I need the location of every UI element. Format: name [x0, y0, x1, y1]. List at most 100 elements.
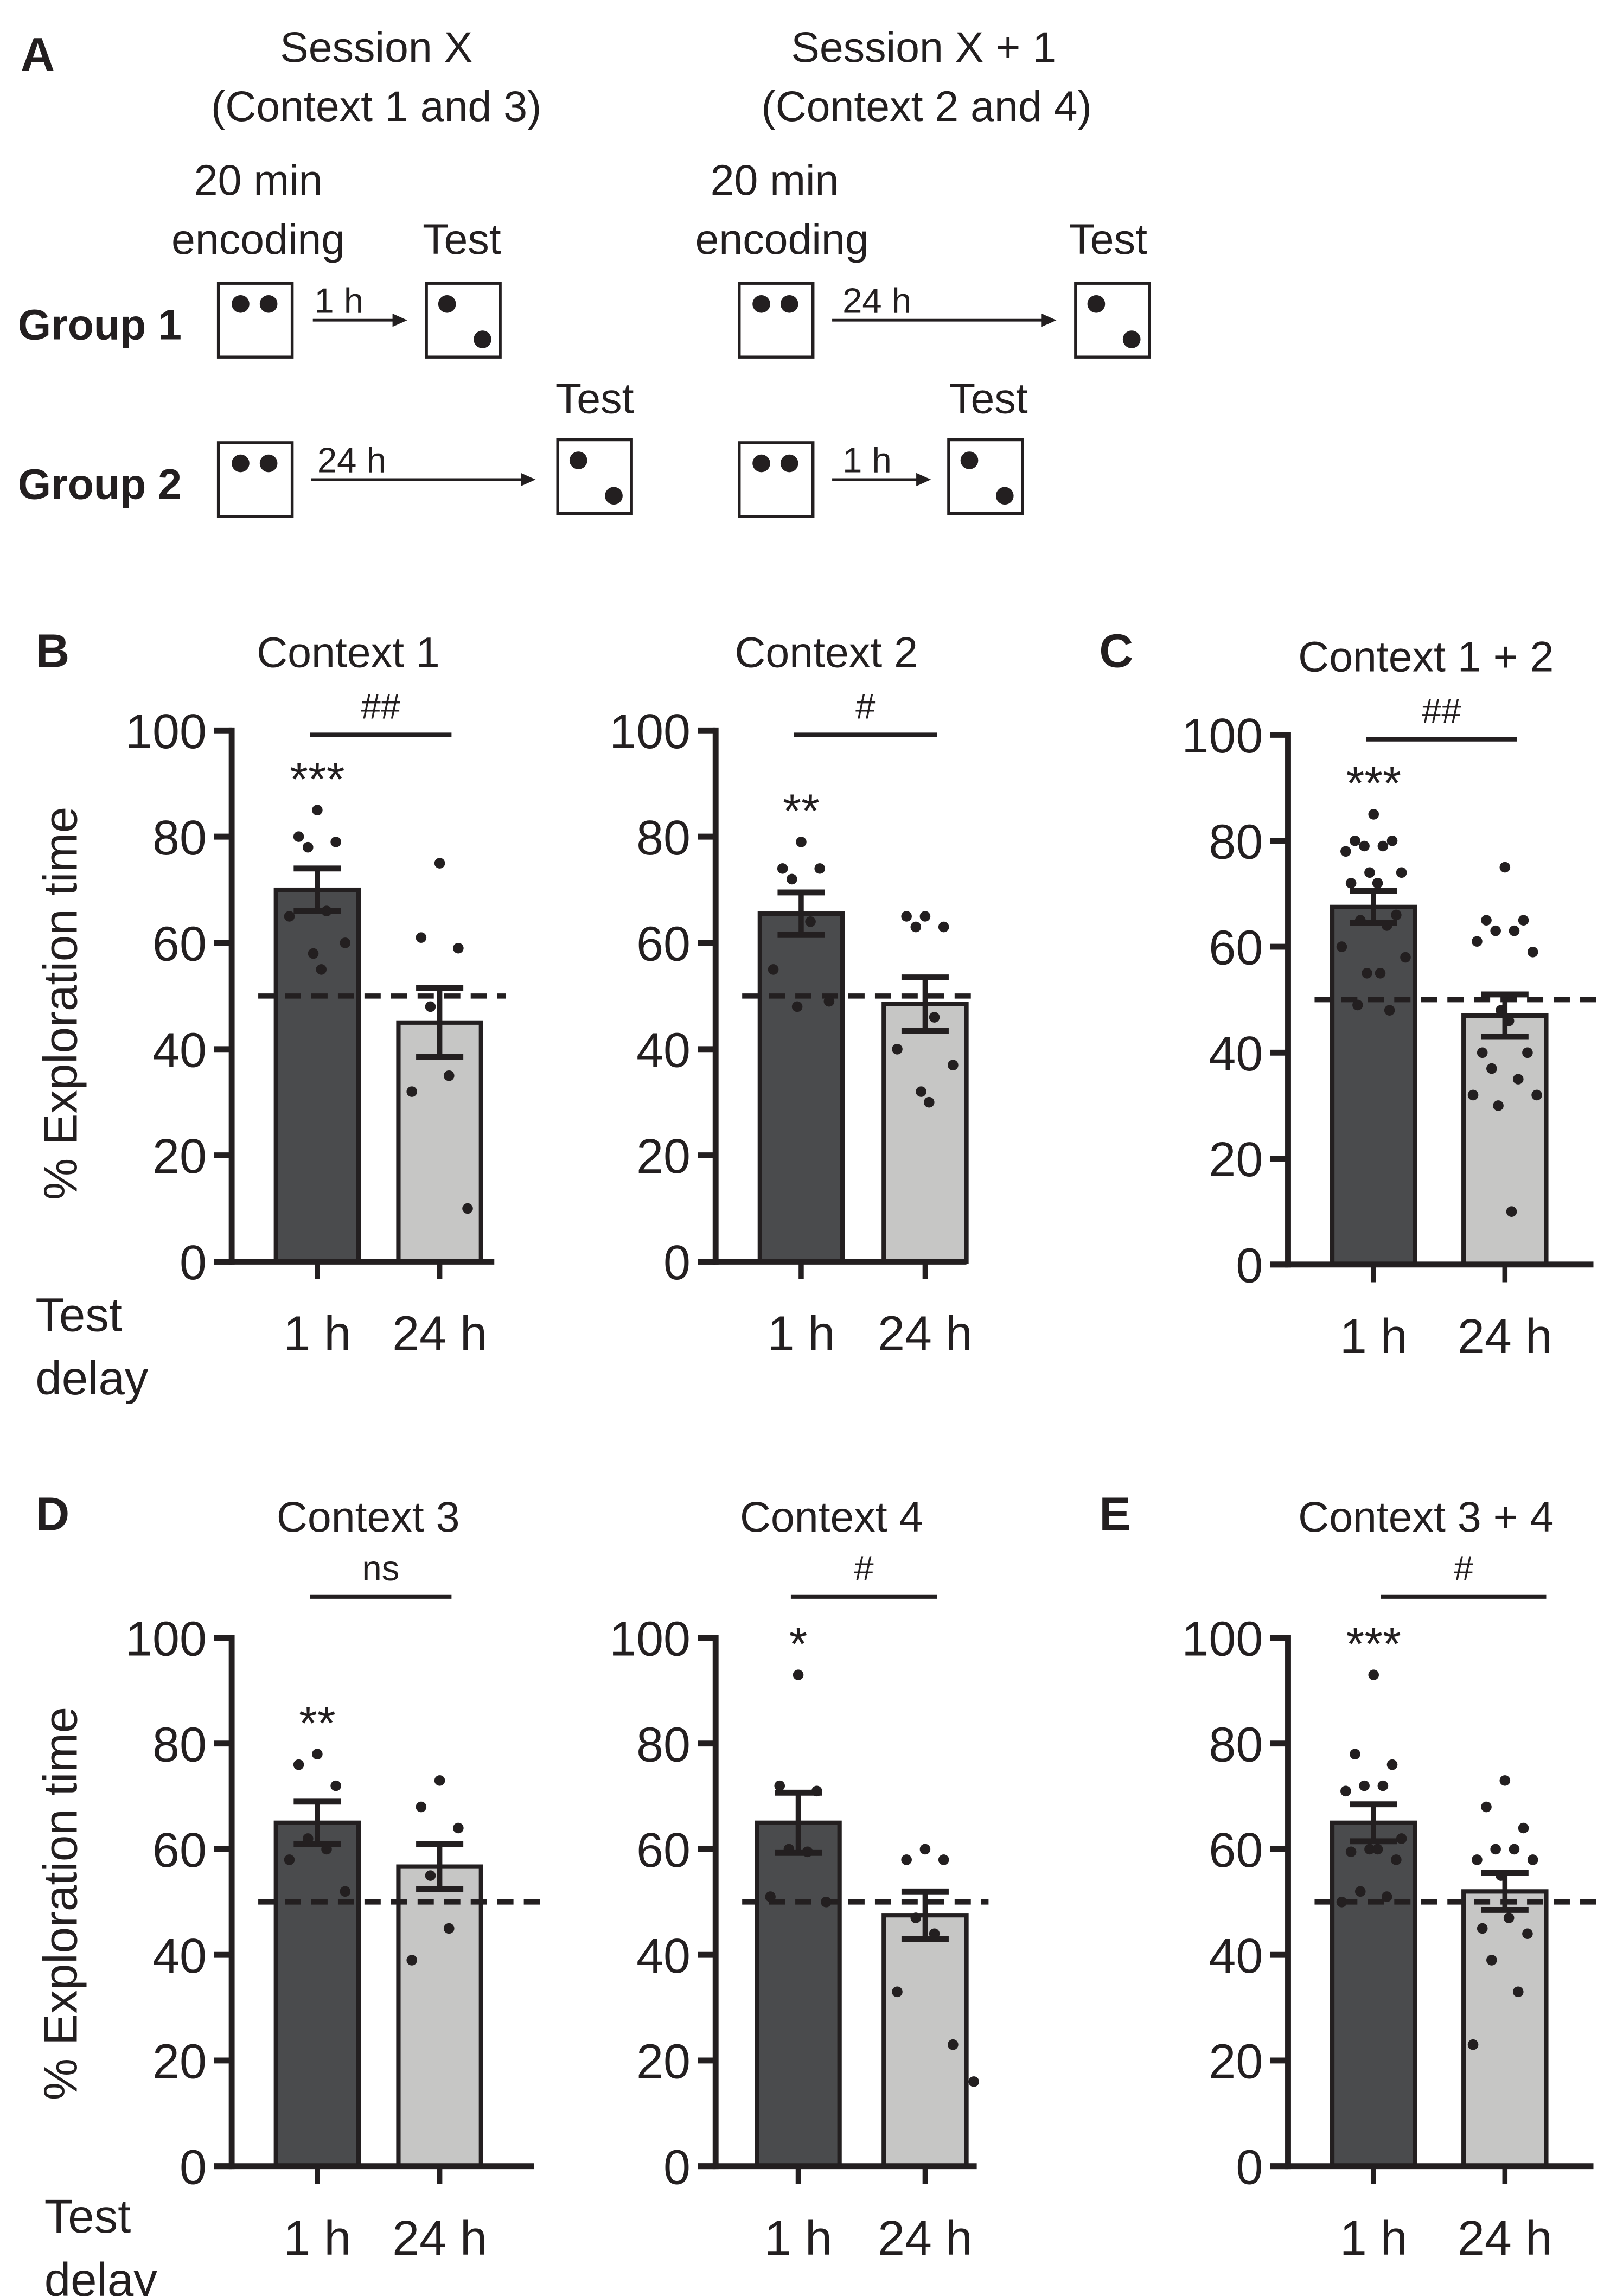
data-point [284, 1854, 295, 1865]
y-tick-label: 0 [663, 2140, 691, 2195]
data-point [765, 1891, 776, 1902]
data-point [312, 1749, 323, 1759]
y-tick-label: 0 [180, 2140, 207, 2195]
data-point [929, 1012, 940, 1023]
data-point [1506, 1206, 1517, 1217]
significance-stars: * [789, 1618, 808, 1670]
significance-stars: *** [1346, 1618, 1401, 1670]
chart-context-4: Context 4 0 20 40 60 80 100 1 h 24 h * # [609, 1493, 989, 2266]
data-point [434, 1775, 445, 1786]
object-icon [995, 487, 1014, 505]
test-label: Test [949, 375, 1028, 423]
group1-label: Group 1 [18, 301, 182, 349]
y-tick-label: 100 [125, 1612, 207, 1667]
data-point [1381, 1891, 1392, 1902]
x-tick-label: 24 h [878, 1307, 973, 1361]
data-point [1359, 840, 1370, 852]
data-point [768, 964, 779, 975]
x-tick-label: 1 h [283, 1307, 351, 1361]
session-x-title: Session X [280, 23, 472, 71]
data-point [948, 1060, 959, 1070]
data-point [948, 2039, 959, 2050]
object-icon [960, 451, 979, 469]
data-point [1362, 968, 1372, 979]
y-tick-label: 100 [609, 1612, 691, 1667]
object-icon [438, 295, 456, 313]
arrowhead-icon [1041, 313, 1057, 327]
x-tick-label: 24 h [1458, 1310, 1552, 1364]
data-point [340, 1886, 351, 1897]
data-point [434, 858, 445, 869]
y-tick-label: 60 [636, 1823, 691, 1878]
data-point [293, 1759, 304, 1770]
y-axis-label: % Exploration time [35, 807, 87, 1200]
data-point [1486, 1063, 1497, 1074]
object-icon [259, 454, 278, 473]
data-point [1477, 1047, 1488, 1058]
encoding-arena [738, 441, 815, 518]
data-point [787, 873, 797, 885]
data-point [774, 1780, 785, 1791]
data-point [1493, 1100, 1504, 1111]
significance-stars: *** [1346, 757, 1401, 810]
data-point [1372, 1844, 1383, 1855]
y-tick-label: 0 [1236, 1239, 1263, 1293]
data-point [443, 1070, 455, 1081]
y-axis-label: % Exploration time [35, 1707, 87, 2100]
data-point [1472, 936, 1483, 947]
test-label: Test [555, 375, 634, 423]
test-label: Test [1069, 215, 1147, 263]
comparison-label: # [854, 1548, 873, 1588]
data-point [777, 863, 788, 874]
data-point [1396, 1833, 1407, 1844]
data-point [1364, 1844, 1375, 1855]
x-axis-title: Test [44, 2190, 131, 2243]
data-point [1503, 1912, 1515, 1923]
data-point [1467, 1089, 1479, 1101]
data-point [1512, 1986, 1524, 1998]
encoding-label-2b: encoding [695, 215, 869, 263]
arrowhead-icon [521, 473, 536, 487]
data-point [312, 805, 323, 815]
data-point [416, 1801, 427, 1813]
data-point [1368, 809, 1379, 820]
y-tick-label: 80 [636, 1718, 691, 1772]
significance-stars: ** [783, 785, 820, 838]
data-point [919, 911, 931, 922]
object-icon [752, 454, 770, 473]
data-point [1336, 1897, 1347, 1908]
y-tick-label: 20 [1209, 1133, 1263, 1187]
x-tick-label: 24 h [392, 1307, 487, 1361]
data-point [938, 921, 949, 933]
object-icon [752, 295, 770, 313]
data-point [938, 1854, 949, 1865]
data-point [1386, 1759, 1398, 1770]
data-point [462, 1203, 473, 1214]
chart-context-3: Context 3 0 20 40 60 80 100 1 h 24 h ** ns [125, 1493, 546, 2266]
arrowhead-icon [916, 473, 931, 487]
y-tick-label: 80 [152, 811, 207, 865]
data-point [805, 916, 816, 927]
chart-context-1: Context 1 0 20 40 60 80 100 1 h 24 h *** ## [125, 628, 507, 1361]
encoding-arena [216, 441, 294, 518]
chart-title: Context 1 + 2 [1298, 633, 1554, 681]
y-tick-label: 100 [609, 705, 691, 759]
data-point [901, 1854, 912, 1865]
object-icon [605, 487, 623, 505]
encoding-arena [738, 282, 815, 359]
bar-1h [273, 1820, 361, 2169]
data-point [901, 911, 912, 922]
panel-label-e: E [1099, 1488, 1130, 1540]
x-axis-title: Test [35, 1289, 122, 1341]
data-point [793, 1669, 804, 1680]
data-point [1467, 2039, 1479, 2050]
x-tick-label: 1 h [1340, 2211, 1408, 2266]
data-point [1340, 846, 1351, 857]
data-point [923, 1096, 935, 1108]
test-arena [1074, 282, 1151, 359]
data-point [796, 837, 807, 847]
panel-label-a: A [21, 29, 55, 81]
data-point [1377, 1780, 1389, 1791]
data-point [1340, 1785, 1351, 1797]
data-point [1481, 1801, 1492, 1813]
